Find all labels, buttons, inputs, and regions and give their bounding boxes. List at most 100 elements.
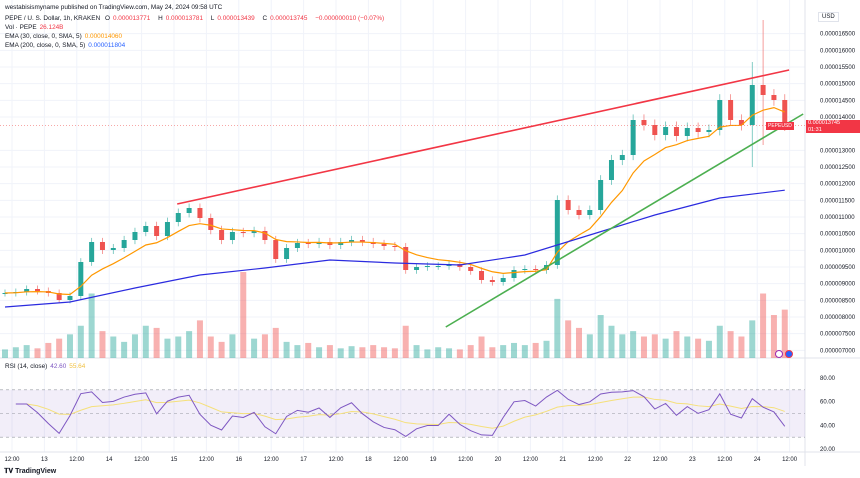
volume-legend[interactable]: Vol · PEPE 26.124B	[5, 24, 64, 31]
candle-body	[533, 269, 539, 270]
ema-30-line	[4, 107, 785, 296]
sma-legend[interactable]: EMA (200, close, 0, SMA, 5) 0.000011804	[5, 42, 126, 49]
time-tick-label: 13	[41, 457, 48, 463]
time-tick-label: 12:00	[199, 457, 215, 463]
volume-bar	[381, 347, 388, 358]
volume-bar	[413, 345, 420, 358]
price-tick-label: 0.000007000	[820, 348, 856, 354]
last-price-label: 0.000013745 01:31	[806, 120, 860, 133]
candle-body	[554, 200, 560, 265]
price-tick-label: 0.000010000	[820, 248, 856, 254]
price-tick-label: 0.000014500	[820, 98, 856, 104]
candle-body	[728, 100, 734, 120]
symbol-tag: PEPEUSD	[766, 122, 794, 130]
open-value: 0.000013771	[112, 15, 151, 22]
candle-body	[229, 232, 235, 240]
time-tick-label: 12:00	[328, 457, 344, 463]
price-tick-label: 0.000009500	[820, 265, 856, 271]
candle-body	[2, 293, 8, 294]
candle-body	[110, 248, 116, 250]
volume-bar	[554, 298, 561, 358]
time-tick-label: 12:00	[264, 457, 280, 463]
tv-logo-icon: 𝐓𝐕	[4, 468, 16, 475]
volume-bar	[511, 342, 518, 358]
price-tick-label: 0.000010500	[820, 232, 856, 238]
price-tick-label: 0.000014000	[820, 115, 856, 121]
volume-bar	[240, 272, 247, 358]
volume-bar	[467, 345, 474, 358]
volume-bar	[630, 331, 637, 358]
sma-200-line	[4, 189, 785, 308]
event-flag-icon	[775, 350, 783, 358]
volume-bar	[229, 334, 236, 358]
published-line: westabisismyname published on TradingVie…	[5, 4, 223, 11]
candle-body	[316, 242, 322, 244]
low-value: 0.000013439	[217, 15, 255, 22]
candle-body	[403, 247, 409, 270]
time-tick-label: 12:00	[134, 457, 150, 463]
volume-bar	[673, 331, 680, 358]
resistance-trendline	[177, 69, 790, 205]
currency-label[interactable]: USD	[818, 12, 839, 22]
price-tick-label: 0.000012000	[820, 182, 856, 188]
candle-body	[630, 120, 636, 155]
volume-bar	[565, 320, 572, 358]
tradingview-logo[interactable]: 𝐓𝐕 TradingView	[4, 468, 57, 475]
volume-bar	[207, 336, 214, 358]
ema-legend[interactable]: EMA (30, close, 0, SMA, 5) 0.000014060	[5, 33, 123, 40]
candle-body	[349, 240, 355, 242]
volume-bar	[608, 325, 615, 358]
volume-bar	[66, 334, 73, 358]
price-tick-label: 0.000008500	[820, 298, 856, 304]
volume-bar	[153, 327, 160, 358]
candle-body	[717, 100, 723, 130]
candle-body	[706, 130, 712, 132]
volume-bar	[651, 334, 658, 358]
time-tick-label: 14	[106, 457, 113, 463]
time-tick-label: 12:00	[717, 457, 733, 463]
volume-bar	[489, 347, 496, 358]
volume-bar	[435, 347, 442, 358]
volume-bar	[402, 325, 409, 358]
ema-value: 0.000014060	[84, 33, 123, 40]
volume-bar	[478, 336, 485, 358]
price-tick-label: 0.000012500	[820, 165, 856, 171]
volume-bar	[337, 348, 344, 358]
volume-bar	[218, 341, 225, 358]
volume-bar	[316, 347, 323, 358]
candle-body	[641, 120, 647, 125]
time-tick-label: 12:00	[782, 457, 798, 463]
time-tick-label: 17	[300, 457, 307, 463]
price-tick-label: 0.000011500	[820, 198, 855, 204]
price-tick-label: 0.000015000	[820, 82, 856, 88]
volume-bar	[662, 338, 669, 358]
volume-bar	[456, 349, 463, 358]
candle-body	[132, 232, 138, 240]
support-trendline	[445, 113, 804, 328]
volume-bar	[56, 338, 63, 358]
bar-countdown: 01:31	[808, 126, 822, 133]
volume-bar	[640, 336, 647, 358]
candle-body	[175, 213, 181, 222]
candle-body	[684, 128, 690, 136]
volume-bar	[294, 345, 301, 358]
time-tick-label: 12:00	[588, 457, 604, 463]
candle-body	[576, 210, 582, 215]
volume-bar	[12, 347, 19, 358]
candle-body	[164, 222, 170, 236]
candle-body	[500, 278, 506, 282]
time-tick-label: 20	[495, 457, 502, 463]
candle-body	[305, 243, 311, 244]
candle-body	[338, 242, 344, 245]
rsi-tick-label: 80.00	[820, 376, 836, 382]
change-value: −0.000000010 (−0.07%)	[315, 15, 385, 22]
candle-body	[435, 266, 441, 267]
candle-body	[67, 296, 73, 300]
volume-bar	[77, 325, 84, 358]
symbol-title[interactable]: PEPE / U. S. Dollar, 1h, KRAKEN	[5, 15, 101, 22]
rsi-legend[interactable]: RSI (14, close) 42.60 55.64	[5, 363, 86, 370]
volume-bar	[716, 325, 723, 358]
volume-bar	[272, 327, 279, 358]
earnings-icon	[785, 350, 793, 358]
